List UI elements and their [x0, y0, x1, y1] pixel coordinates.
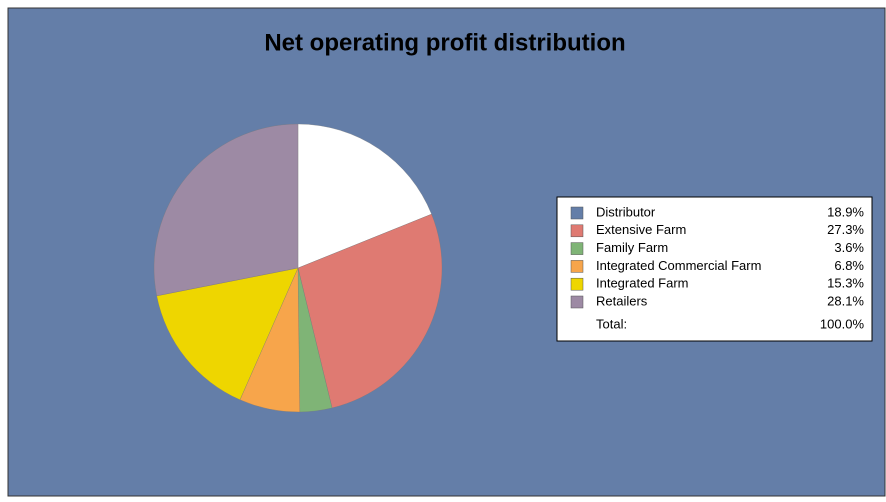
legend-total-value: 100.0% — [820, 316, 865, 331]
legend-value: 18.9% — [827, 204, 864, 219]
legend-label: Family Farm — [596, 240, 668, 255]
pie-slice — [156, 267, 299, 400]
legend-label: Integrated Farm — [596, 276, 689, 291]
legend-value: 27.3% — [827, 222, 864, 237]
legend-swatch — [570, 277, 584, 291]
legend-swatch — [570, 295, 584, 309]
legend-label: Integrated Commercial Farm — [596, 258, 761, 273]
legend-label: Retailers — [596, 293, 648, 308]
legend-value: 3.6% — [834, 240, 864, 255]
pie-slice — [297, 213, 443, 409]
pie-slice — [297, 123, 432, 269]
legend-swatch — [570, 242, 584, 255]
chart-title: Net operating profit distribution — [264, 29, 625, 56]
legend-swatch — [570, 224, 584, 238]
legend-box — [556, 196, 873, 342]
legend-swatch — [570, 260, 584, 273]
legend-value: 15.3% — [827, 276, 864, 291]
legend-total-label: Total: — [596, 316, 627, 331]
legend-value: 28.1% — [827, 293, 864, 308]
legend-label: Extensive Farm — [596, 222, 686, 237]
legend-label: Distributor — [596, 204, 656, 219]
pie-slice — [153, 123, 299, 297]
legend-value: 6.8% — [834, 258, 864, 273]
legend-swatch — [570, 206, 584, 220]
